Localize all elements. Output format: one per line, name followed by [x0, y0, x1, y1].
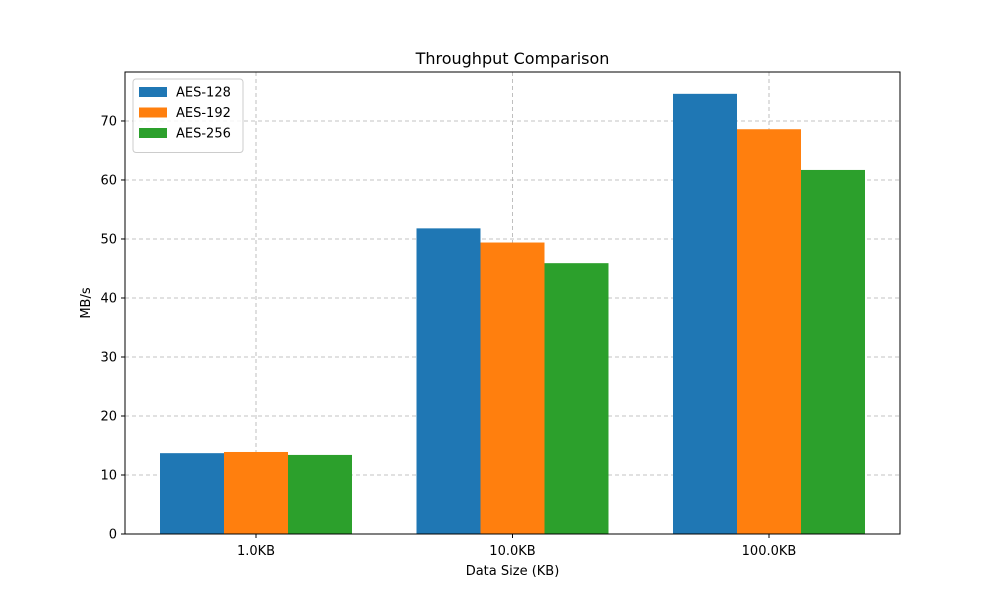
y-tick-label: 40 — [100, 291, 117, 306]
y-tick-label: 0 — [109, 528, 117, 543]
legend-label: AES-256 — [176, 127, 231, 142]
y-tick-label: 30 — [100, 350, 117, 365]
bar-aes-128-100-0kb — [673, 93, 737, 534]
legend-swatch — [139, 128, 167, 138]
bar-aes-192-1-0kb — [224, 451, 288, 534]
bar-aes-256-1-0kb — [288, 454, 352, 534]
bar-aes-192-10-0kb — [480, 242, 545, 535]
bar-aes-128-1-0kb — [160, 453, 224, 534]
y-tick-label: 60 — [100, 173, 117, 188]
chart-title: Throughput Comparison — [415, 49, 610, 68]
y-tick-label: 50 — [100, 232, 117, 247]
x-tick-label: 1.0KB — [237, 544, 275, 559]
y-tick-label: 70 — [100, 114, 117, 129]
bar-aes-128-10-0kb — [416, 228, 481, 534]
legend-swatch — [139, 107, 167, 118]
y-axis-label: MB/s — [79, 287, 94, 319]
axis-ticks: 0 10 20 30 40 50 60 70 1.0KB 10.0KB 100.0KB — [100, 114, 796, 559]
y-tick-label: 10 — [100, 468, 117, 483]
legend-swatch — [139, 87, 167, 97]
legend-label: AES-192 — [176, 106, 231, 121]
bars — [160, 93, 865, 535]
legend-label: AES-128 — [176, 86, 231, 101]
bar-aes-192-100-0kb — [737, 129, 801, 535]
bar-aes-256-100-0kb — [801, 169, 865, 535]
bar-aes-256-10-0kb — [544, 263, 609, 534]
x-tick-label: 10.0KB — [489, 544, 535, 559]
legend: AES-128 AES-192 AES-256 — [132, 78, 244, 153]
x-axis-label: Data Size (KB) — [466, 564, 560, 579]
y-tick-label: 20 — [100, 409, 117, 424]
x-tick-label: 100.0KB — [742, 544, 797, 559]
